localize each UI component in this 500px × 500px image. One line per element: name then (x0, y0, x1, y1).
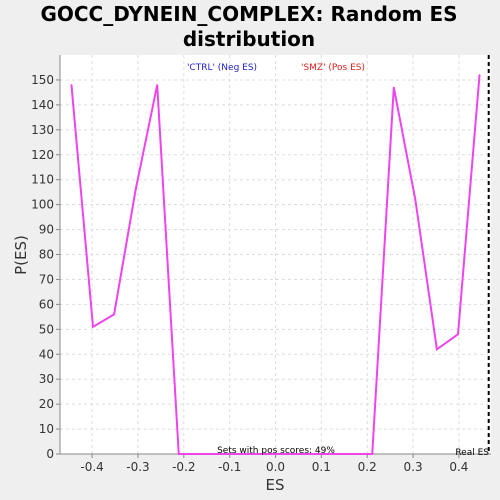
es-data-point (414, 198, 417, 201)
x-tick-label: 0.1 (312, 460, 331, 474)
legend-neg: 'CTRL' (Neg ES) (187, 63, 257, 73)
chart-title-line1: GOCC_DYNEIN_COMPLEX: Random ES (40, 2, 457, 26)
y-tick-label: 50 (39, 322, 54, 336)
es-data-point (457, 333, 459, 336)
y-tick-label: 60 (39, 297, 54, 311)
x-tick-label: -0.3 (126, 460, 149, 474)
y-tick-label: 0 (46, 447, 54, 461)
x-tick-label: 0.3 (404, 460, 423, 474)
grid-lines (60, 55, 491, 455)
es-data-point (70, 84, 73, 86)
y-tick-label: 70 (39, 272, 54, 286)
chart-title-line2: distribution (183, 27, 315, 51)
y-tick-label: 130 (31, 123, 54, 137)
y-tick-label: 40 (39, 347, 54, 361)
x-tick-label: -0.2 (172, 460, 195, 474)
es-series-line (70, 74, 481, 455)
x-tick-label: -0.4 (80, 460, 103, 474)
y-tick-label: 10 (39, 422, 54, 436)
x-tick-label: 0.2 (358, 460, 377, 474)
x-tick-label: 0.0 (266, 460, 285, 474)
y-tick-label: 80 (39, 248, 54, 262)
es-data-point (392, 86, 395, 89)
es-data-point (113, 313, 115, 316)
series-layer (70, 74, 481, 455)
y-tick-label: 140 (31, 98, 54, 112)
es-data-point (436, 348, 438, 351)
y-tick-label: 100 (31, 198, 54, 212)
x-axis-label: ES (266, 476, 285, 494)
es-data-point (177, 453, 180, 455)
x-tick-label: 0.4 (449, 460, 468, 474)
es-data-point (156, 84, 159, 86)
y-axis-ticks: 0 10 20 30 40 50 60 70 80 90 100 110 120 130 140 150 (31, 73, 60, 461)
y-tick-label: 20 (39, 397, 54, 411)
es-data-point (92, 326, 94, 328)
y-tick-label: 90 (39, 223, 54, 237)
real-es-label: Real ES (455, 448, 489, 458)
y-tick-label: 150 (31, 73, 54, 87)
pos-scores-annotation: Sets with pos scores: 49% (217, 446, 335, 456)
es-data-point (134, 188, 137, 191)
es-data-point (478, 74, 481, 76)
y-axis-label: P(ES) (12, 235, 30, 275)
x-tick-label: -0.1 (218, 460, 241, 474)
y-tick-label: 30 (39, 372, 54, 386)
legend-pos: 'SMZ' (Pos ES) (301, 63, 365, 73)
x-axis-ticks: -0.4 -0.3 -0.2 -0.1 0.0 0.1 0.2 0.3 0.4 (80, 454, 468, 474)
y-tick-label: 120 (31, 148, 54, 162)
es-data-point (371, 453, 374, 455)
y-tick-label: 110 (31, 173, 54, 187)
